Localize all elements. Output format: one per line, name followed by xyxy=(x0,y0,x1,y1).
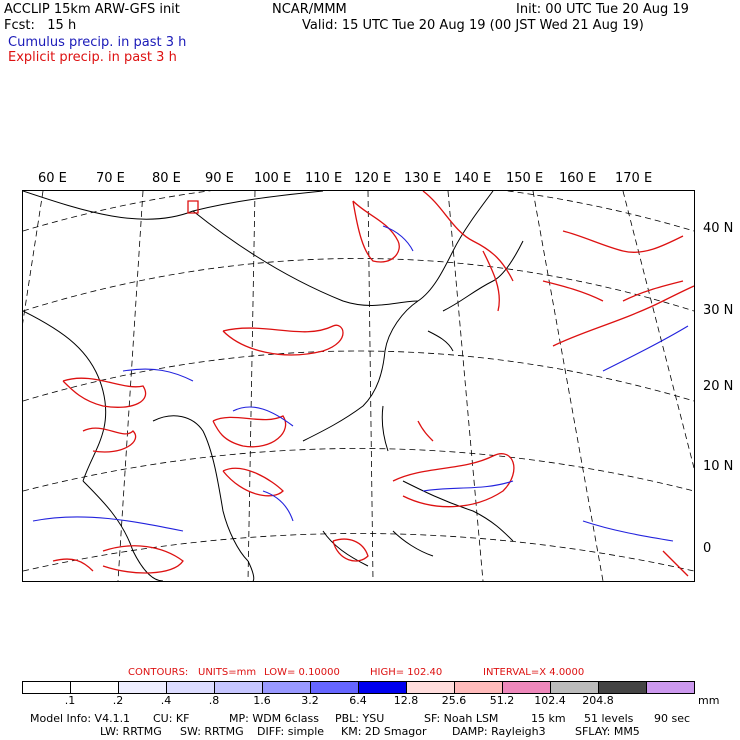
colorbar-tick: .2 xyxy=(112,694,124,707)
colorbar-swatch xyxy=(599,682,647,693)
contours-label: CONTOURS: xyxy=(128,667,189,678)
init-time: Init: 00 UTC Tue 20 Aug 19 xyxy=(516,2,689,17)
lon-label: 170 E xyxy=(615,171,653,186)
lon-label: 70 E xyxy=(96,171,125,186)
footer-resolution: 15 km xyxy=(531,712,566,725)
lon-label: 90 E xyxy=(205,171,234,186)
colorbar-tick: .8 xyxy=(208,694,220,707)
footer-model-info: Model Info: V4.1.1 xyxy=(30,712,131,725)
footer-lw: LW: RRTMG xyxy=(100,725,162,738)
explicit-precip xyxy=(52,191,694,577)
colorbar-swatch xyxy=(647,682,694,693)
lon-label: 140 E xyxy=(454,171,492,186)
model-title: ACCLIP 15km ARW-GFS init xyxy=(4,2,180,17)
colorbar-tick: 204.8 xyxy=(582,694,614,707)
lat-label: 40 N xyxy=(703,221,734,236)
footer-levels: 51 levels xyxy=(584,712,634,725)
footer-sflay: SFLAY: MM5 xyxy=(575,725,640,738)
map-svg xyxy=(23,191,694,581)
footer-mp: MP: WDM 6class xyxy=(229,712,319,725)
colorbar-swatch xyxy=(215,682,263,693)
colorbar-swatch xyxy=(503,682,551,693)
valid-time: Valid: 15 UTC Tue 20 Aug 19 (00 JST Wed … xyxy=(302,18,644,33)
fcst-value: 15 h xyxy=(47,18,77,33)
lat-label: 0 xyxy=(703,541,712,556)
colorbar-ticks: .1 .2 .4 .8 1.6 3.2 6.4 12.8 25.6 51.2 1… xyxy=(0,694,740,708)
lon-label: 130 E xyxy=(404,171,442,186)
colorbar-tick: 1.6 xyxy=(253,694,271,707)
lat-label: 20 N xyxy=(703,379,734,394)
colorbar-tick: 3.2 xyxy=(301,694,319,707)
contours-low: LOW= 0.10000 xyxy=(264,667,340,678)
footer-timestep: 90 sec xyxy=(654,712,691,725)
lon-label: 100 E xyxy=(254,171,292,186)
colorbar-swatch xyxy=(551,682,599,693)
lon-label: 160 E xyxy=(559,171,597,186)
colorbar-swatch xyxy=(455,682,503,693)
lon-label: 120 E xyxy=(354,171,392,186)
footer-sw: SW: RRTMG xyxy=(180,725,244,738)
colorbar-tick: 25.6 xyxy=(441,694,467,707)
explicit-legend: Explicit precip. in past 3 h xyxy=(8,50,177,65)
colorbar-swatch xyxy=(311,682,359,693)
contours-units: UNITS=mm xyxy=(198,667,257,678)
lat-label: 10 N xyxy=(703,459,734,474)
colorbar-tick: 6.4 xyxy=(349,694,367,707)
fcst-label: Fcst: xyxy=(4,18,35,33)
cumulus-precip xyxy=(32,225,689,542)
colorbar-swatch xyxy=(407,682,455,693)
lon-label: 80 E xyxy=(152,171,181,186)
lon-label: 110 E xyxy=(305,171,343,186)
contours-high: HIGH= 102.40 xyxy=(370,667,443,678)
contours-interval: INTERVAL=X 4.0000 xyxy=(483,667,585,678)
colorbar-swatch xyxy=(23,682,71,693)
footer-damp: DAMP: Rayleigh3 xyxy=(452,725,546,738)
contours-info: CONTOURS: UNITS=mm LOW= 0.10000 HIGH= 10… xyxy=(128,667,584,733)
colorbar-unit: mm xyxy=(698,694,720,707)
colorbar-tick: 12.8 xyxy=(393,694,419,707)
lon-label: 60 E xyxy=(38,171,67,186)
colorbar-tick: 102.4 xyxy=(534,694,566,707)
colorbar-tick: .4 xyxy=(160,694,172,707)
coastlines xyxy=(23,191,524,581)
colorbar-tick: 51.2 xyxy=(489,694,515,707)
colorbar-swatch xyxy=(167,682,215,693)
footer-diff: DIFF: simple xyxy=(257,725,325,738)
colorbar-swatch xyxy=(263,682,311,693)
colorbar xyxy=(22,681,695,694)
footer-cu: CU: KF xyxy=(153,712,190,725)
cumulus-legend: Cumulus precip. in past 3 h xyxy=(8,35,187,50)
precip-map xyxy=(22,190,695,582)
colorbar-swatch xyxy=(119,682,167,693)
organization: NCAR/MMM xyxy=(272,2,347,17)
lon-label: 150 E xyxy=(506,171,544,186)
colorbar-swatch xyxy=(71,682,119,693)
colorbar-tick: .1 xyxy=(64,694,76,707)
colorbar-swatch xyxy=(359,682,407,693)
footer-pbl: PBL: YSU xyxy=(335,712,385,725)
footer-sf: SF: Noah LSM xyxy=(424,712,499,725)
forecast-hour: Fcst: 15 h xyxy=(4,19,76,33)
footer-km: KM: 2D Smagor xyxy=(341,725,427,738)
lat-label: 30 N xyxy=(703,303,734,318)
